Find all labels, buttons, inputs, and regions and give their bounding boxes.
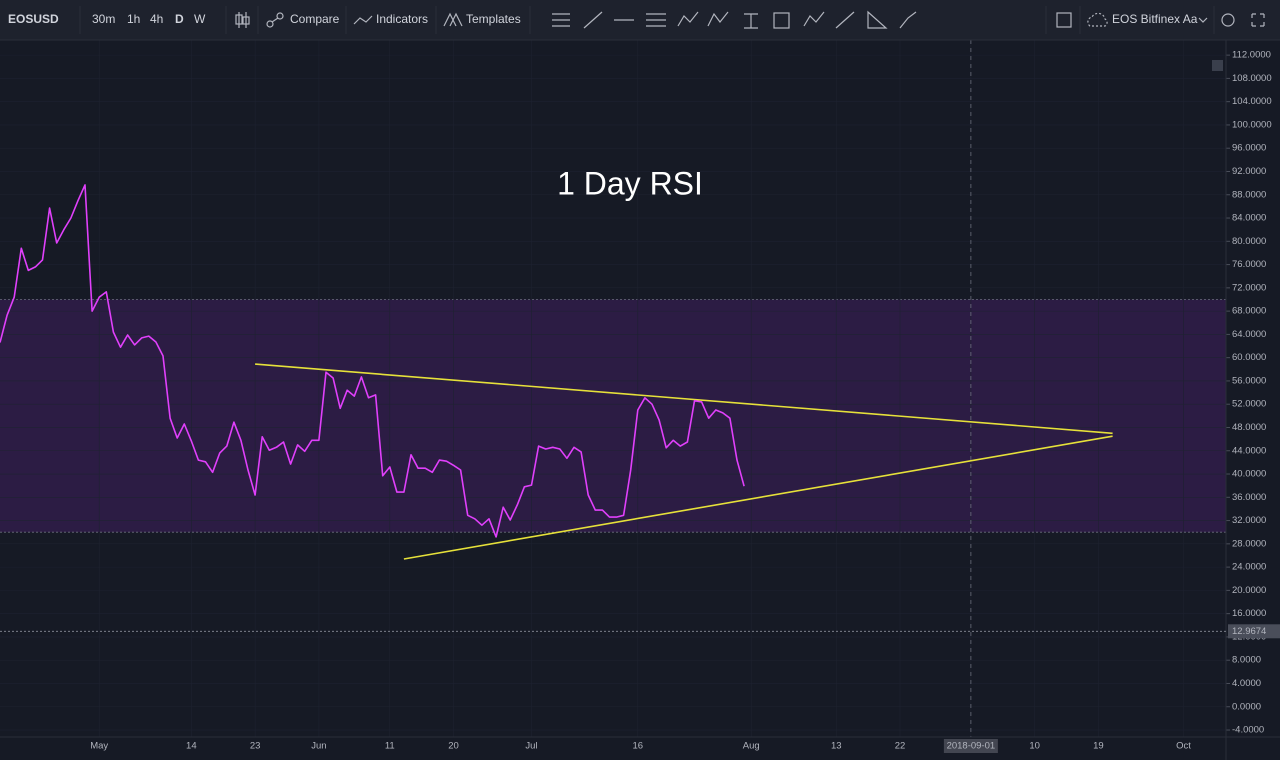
x-tick-label: 13 <box>831 741 842 752</box>
trendline <box>403 435 1113 560</box>
y-tick-label: 88.0000 <box>1232 189 1266 200</box>
y-tick-label: 20.0000 <box>1232 585 1266 596</box>
last-value-bg <box>1228 624 1280 639</box>
y-tick-label: 108.0000 <box>1232 73 1272 84</box>
toolbar-button[interactable]: Templates <box>466 12 521 26</box>
toolbar-button[interactable]: Indicators <box>376 12 428 26</box>
y-tick-label: 24.0000 <box>1232 562 1266 573</box>
rsi-line <box>0 184 745 538</box>
y-tick-label: 16.0000 <box>1232 608 1266 619</box>
y-tick-label: 0.0000 <box>1232 701 1261 712</box>
x-tick-label: 23 <box>250 741 261 752</box>
y-tick-label: 64.0000 <box>1232 329 1266 340</box>
toolbar <box>0 0 1280 40</box>
y-tick-label: 60.0000 <box>1232 352 1266 363</box>
x-tick-label: 10 <box>1029 741 1040 752</box>
interval[interactable]: W <box>194 12 206 26</box>
y-tick-label: 104.0000 <box>1232 96 1272 107</box>
x-tick-label: Jul <box>525 741 537 752</box>
y-tick-label: 48.0000 <box>1232 422 1266 433</box>
layout-icon[interactable] <box>1056 12 1072 28</box>
y-tick-label: 84.0000 <box>1232 213 1266 224</box>
y-tick-label: 112.0000 <box>1232 50 1271 61</box>
x-tick-label: Aug <box>743 741 760 752</box>
y-tick-label: 96.0000 <box>1232 143 1266 154</box>
x-tick-label: 14 <box>186 741 197 752</box>
compare-icon[interactable] <box>266 12 284 28</box>
y-tick-label: 100.0000 <box>1232 119 1272 130</box>
x-tick-label: Jun <box>311 741 326 752</box>
indicators-icon[interactable] <box>353 15 373 25</box>
x-tick-label: 22 <box>895 741 906 752</box>
buttons: Compare Indicators Templates <box>290 12 521 26</box>
y-tick-label: 44.0000 <box>1232 445 1266 456</box>
y-tick-label: -4.0000 <box>1232 725 1264 736</box>
interval[interactable]: 4h <box>150 12 163 26</box>
y-tick-label: 92.0000 <box>1232 166 1266 177</box>
symbol[interactable]: EOSUSD <box>8 12 59 26</box>
y-tick-label: 76.0000 <box>1232 259 1266 270</box>
drawing-tools <box>552 10 917 29</box>
x-tick-label: Oct <box>1176 741 1191 752</box>
y-tick-label: 68.0000 <box>1232 306 1266 317</box>
x-tick-label: 2018-09-01 <box>947 741 996 752</box>
x-tick-label: 16 <box>633 741 644 752</box>
y-tick-label: 4.0000 <box>1232 678 1261 689</box>
x-tick-label: May <box>90 741 108 752</box>
chevron[interactable] <box>1198 17 1208 23</box>
rsi-band <box>0 299 1226 533</box>
source[interactable]: EOS Bitfinex Aa <box>1112 12 1198 26</box>
y-tick-label: 72.0000 <box>1232 282 1266 293</box>
toolbar-button[interactable]: Compare <box>290 12 340 26</box>
crosshair-label-bg <box>943 739 998 753</box>
chart-type-icon[interactable] <box>235 12 250 28</box>
fullscreen-icon[interactable] <box>1251 13 1265 27</box>
interval[interactable]: D <box>175 12 184 26</box>
intervals: 30m 1h 4h D W <box>92 12 206 26</box>
y-tick-label: 36.0000 <box>1232 492 1266 503</box>
settings-icon[interactable] <box>1221 13 1235 27</box>
marker-icon <box>1212 60 1223 71</box>
x-tick-label: 20 <box>448 741 459 752</box>
chart-title: 1 Day RSI <box>557 165 703 201</box>
y-tick-label: 32.0000 <box>1232 515 1266 526</box>
y-tick-label: 8.0000 <box>1232 655 1261 666</box>
y-tick-label: 80.0000 <box>1232 236 1266 247</box>
interval[interactable]: 30m <box>92 12 115 26</box>
trendline <box>255 363 1113 435</box>
cloud-icon <box>1087 12 1108 27</box>
y-tick-label: 40.0000 <box>1232 469 1266 480</box>
x-tick-label: 19 <box>1093 741 1104 752</box>
templates-icon[interactable] <box>443 12 463 27</box>
x-tick-label: 11 <box>385 741 395 752</box>
y-tick-label: 52.0000 <box>1232 399 1266 410</box>
y-tick-label: 28.0000 <box>1232 538 1266 549</box>
plot-area: -4.00000.00004.00008.000012.000016.00002… <box>0 40 1280 760</box>
y-tick-label: 56.0000 <box>1232 375 1266 386</box>
interval[interactable]: 1h <box>127 12 140 26</box>
last-value-label: 12.9674 <box>1232 626 1266 637</box>
